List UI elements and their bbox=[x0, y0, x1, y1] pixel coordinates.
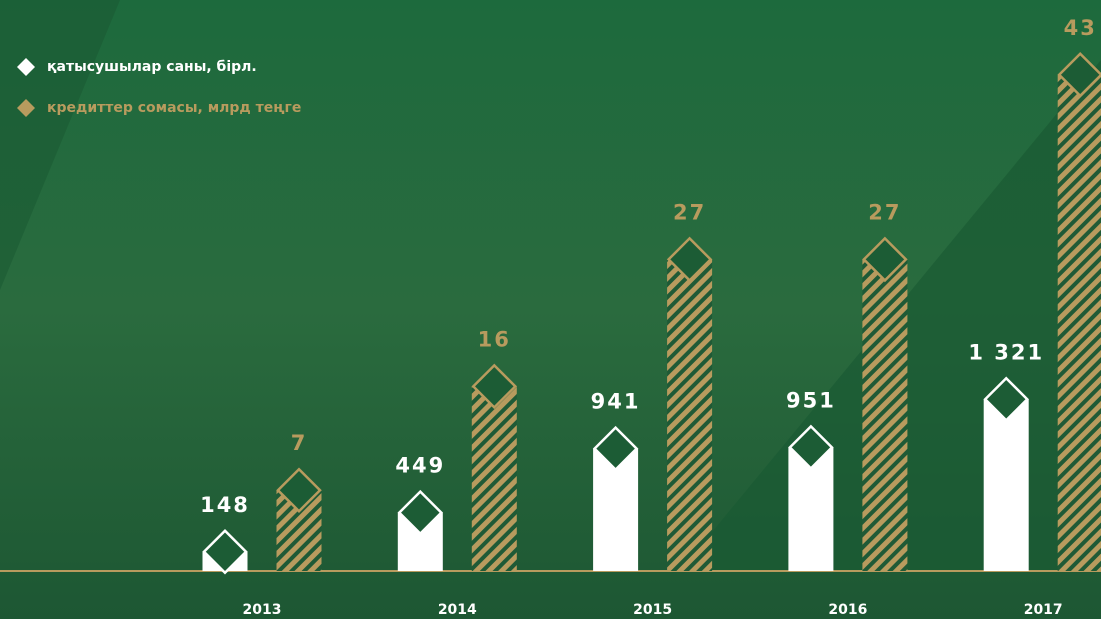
bar-marker bbox=[592, 425, 639, 472]
background-shape bbox=[0, 0, 120, 290]
legend-marker bbox=[17, 58, 35, 76]
x-tick-label: 2017 bbox=[1024, 602, 1063, 618]
x-tick-label: 2015 bbox=[633, 602, 672, 618]
value-label: 16 bbox=[478, 327, 511, 351]
plot: 2013 148 7 2014 449 16 2015 941 27 2016 951 27 2017 1… bbox=[200, 16, 1101, 618]
bar bbox=[983, 399, 1029, 571]
bar-marker bbox=[471, 363, 518, 410]
bar-marker bbox=[276, 467, 322, 513]
x-tick-label: 2013 bbox=[243, 602, 282, 618]
bar bbox=[1057, 74, 1101, 571]
x-tick-label: 2016 bbox=[828, 602, 867, 618]
bar-marker bbox=[862, 236, 908, 283]
value-label: 148 bbox=[200, 493, 250, 517]
value-label: 941 bbox=[591, 390, 641, 414]
legend-marker bbox=[17, 99, 35, 117]
bar-marker bbox=[397, 489, 444, 536]
bar bbox=[667, 259, 713, 571]
value-label: 7 bbox=[291, 431, 308, 455]
value-label: 951 bbox=[786, 388, 836, 412]
value-label: 1 321 bbox=[968, 340, 1044, 364]
bar-marker bbox=[1057, 52, 1101, 98]
bar-marker bbox=[202, 528, 248, 575]
value-label: 449 bbox=[395, 454, 445, 478]
x-tick-label: 2014 bbox=[438, 602, 477, 618]
bar-marker bbox=[983, 376, 1029, 423]
legend-label: кредиттер сомасы, млрд теңге bbox=[47, 100, 301, 116]
legend: қатысушылар саны, бірл. кредиттер сомасы,… bbox=[17, 58, 301, 117]
value-label: 27 bbox=[868, 200, 901, 224]
value-label: 27 bbox=[673, 200, 706, 224]
bar bbox=[862, 259, 908, 571]
bar-marker bbox=[666, 236, 713, 283]
bar bbox=[471, 386, 517, 571]
legend-label: қатысушылар саны, бірл. bbox=[47, 59, 257, 75]
value-label: 43 bbox=[1064, 16, 1097, 40]
bar-marker bbox=[788, 424, 834, 471]
